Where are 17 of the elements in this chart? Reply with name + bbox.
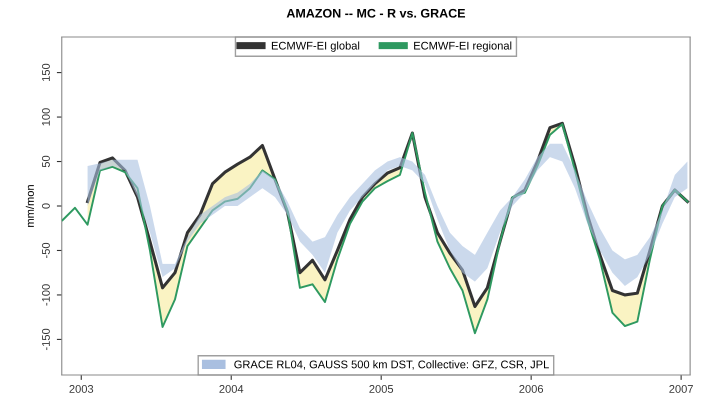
- legend-label: ECMWF-EI global: [272, 41, 360, 52]
- legend-label: GRACE RL04, GAUSS 500 km DST, Collective: GFZ, CSR, JPL: [234, 360, 549, 370]
- x-tick-label: 2004: [219, 385, 244, 393]
- y-tick-label: 100: [42, 108, 50, 126]
- x-tick-label: 2006: [519, 385, 544, 393]
- chart-title: AMAZON -- MC - R vs. GRACE: [286, 8, 466, 18]
- y-tick-label: 150: [42, 64, 50, 81]
- legend-label: ECMWF-EI regional: [414, 41, 512, 52]
- y-tick-label: 0: [42, 203, 50, 209]
- x-tick-label: 2005: [369, 385, 394, 393]
- y-axis-title: mm/mon: [26, 185, 34, 227]
- y-tick-label: -100: [42, 284, 50, 306]
- y-tick-label: -50: [42, 242, 50, 258]
- x-tick-label: 2007: [669, 385, 693, 393]
- y-tick-label: 50: [42, 156, 50, 168]
- x-tick-label: 2003: [69, 385, 94, 393]
- y-tick-label: -150: [42, 328, 50, 350]
